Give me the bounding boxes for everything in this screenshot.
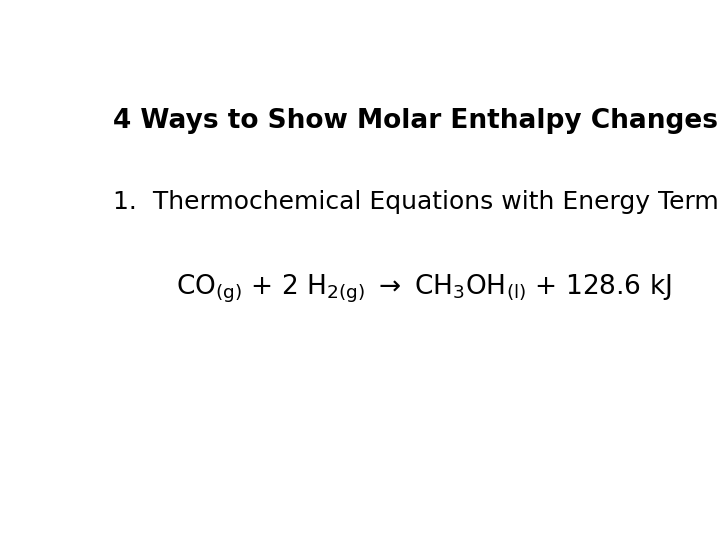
Text: $\mathregular{CO_{(g)}}$ + 2 $\mathregular{H_{2(g)}}$ $\rightarrow$ $\mathregula: $\mathregular{CO_{(g)}}$ + 2 $\mathregul…: [176, 273, 672, 305]
Text: 1.  Thermochemical Equations with Energy Terms: 1. Thermochemical Equations with Energy …: [114, 190, 720, 213]
Text: 4 Ways to Show Molar Enthalpy Changes:: 4 Ways to Show Molar Enthalpy Changes:: [114, 109, 720, 134]
